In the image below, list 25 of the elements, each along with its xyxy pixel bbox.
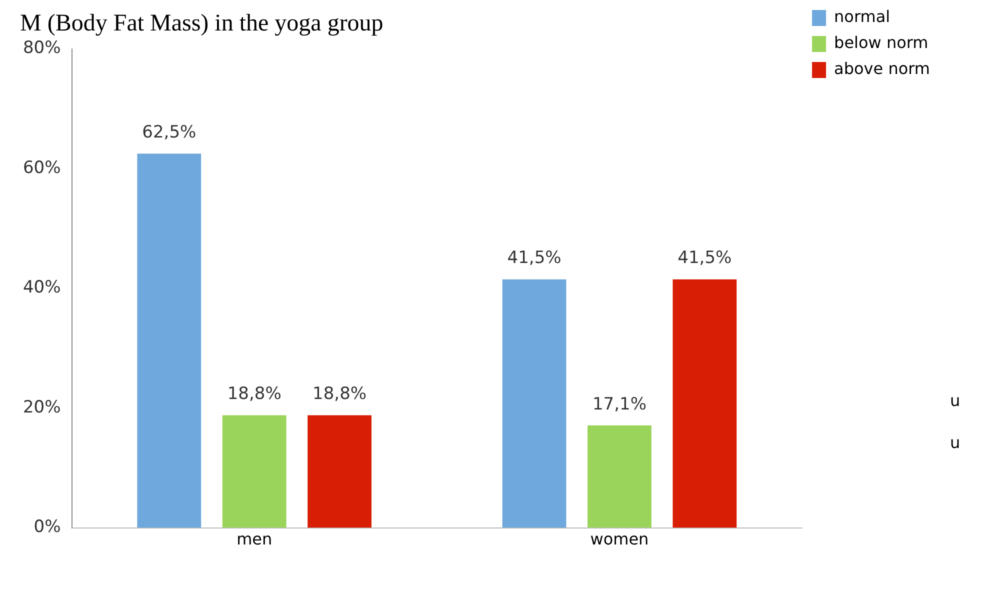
y-tick-label: 80%	[22, 38, 61, 58]
bar	[222, 415, 286, 528]
x-tick-label: men	[236, 530, 272, 549]
data-label: 17,1%	[592, 394, 646, 414]
legend-label: below norm	[834, 33, 928, 52]
bar	[137, 154, 202, 528]
x-tick-label: women	[590, 530, 649, 549]
data-label: 18,8%	[227, 384, 282, 404]
y-tick-label: 20%	[22, 397, 61, 418]
y-tick-label: 0%	[34, 517, 61, 538]
bar	[672, 279, 737, 528]
data-label: 18,8%	[312, 384, 367, 404]
data-label: 62,5%	[142, 122, 196, 143]
chart-title: M (Body Fat Mass) in the yoga group	[20, 10, 384, 37]
bar	[502, 279, 566, 528]
legend-label: normal	[834, 7, 890, 26]
bar	[588, 425, 652, 528]
y-tick-label: 60%	[22, 158, 61, 178]
data-label: 41,5%	[678, 248, 732, 268]
text: u	[950, 390, 960, 412]
y-tick-label: 40%	[22, 278, 61, 298]
legend-label: above norm	[834, 59, 930, 78]
bar	[308, 415, 372, 528]
text: u	[950, 432, 960, 454]
data-label: 41,5%	[507, 248, 562, 268]
